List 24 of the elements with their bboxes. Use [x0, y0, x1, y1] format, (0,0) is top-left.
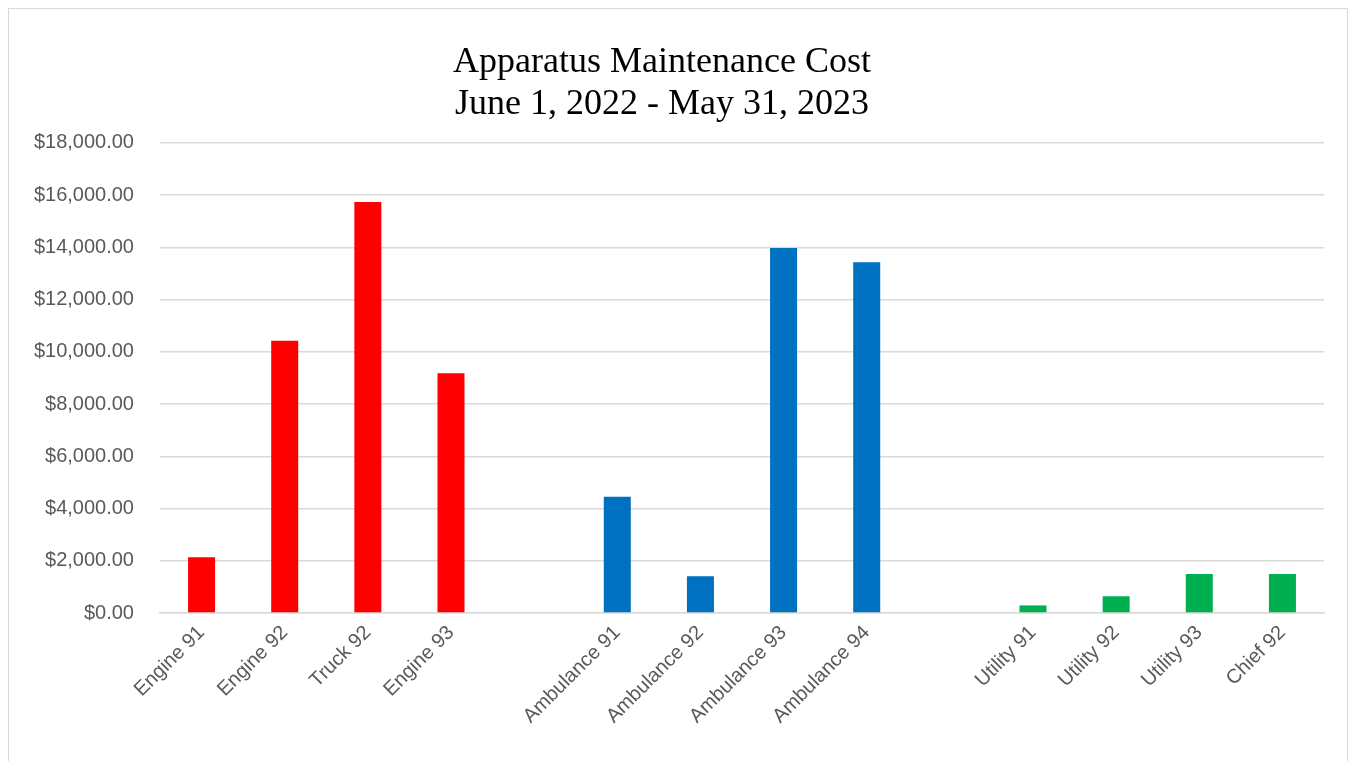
y-tick-label: $0.00 [83, 600, 134, 623]
bar [1185, 574, 1213, 613]
bar [603, 496, 631, 613]
y-tick-label: $18,000.00 [33, 130, 134, 153]
y-tick-label: $16,000.00 [33, 182, 134, 205]
bar [853, 262, 881, 613]
bar [188, 557, 216, 613]
chart-title: Apparatus Maintenance Cost [453, 40, 871, 81]
bar [1102, 596, 1130, 613]
y-tick-label: $14,000.00 [33, 234, 134, 257]
y-tick-label: $10,000.00 [33, 339, 134, 362]
bar [1268, 574, 1296, 613]
chart-subtitle: June 1, 2022 - May 31, 2023 [455, 81, 869, 122]
bar [354, 202, 382, 613]
bar [770, 248, 798, 613]
bar [1019, 605, 1047, 613]
y-tick-label: $4,000.00 [45, 496, 134, 519]
y-tick-label: $6,000.00 [45, 443, 134, 466]
y-tick-label: $2,000.00 [45, 548, 134, 571]
bar [437, 373, 465, 613]
bar [271, 340, 299, 613]
bar [686, 576, 714, 613]
y-tick-label: $8,000.00 [45, 391, 134, 414]
y-tick-label: $12,000.00 [33, 287, 134, 310]
